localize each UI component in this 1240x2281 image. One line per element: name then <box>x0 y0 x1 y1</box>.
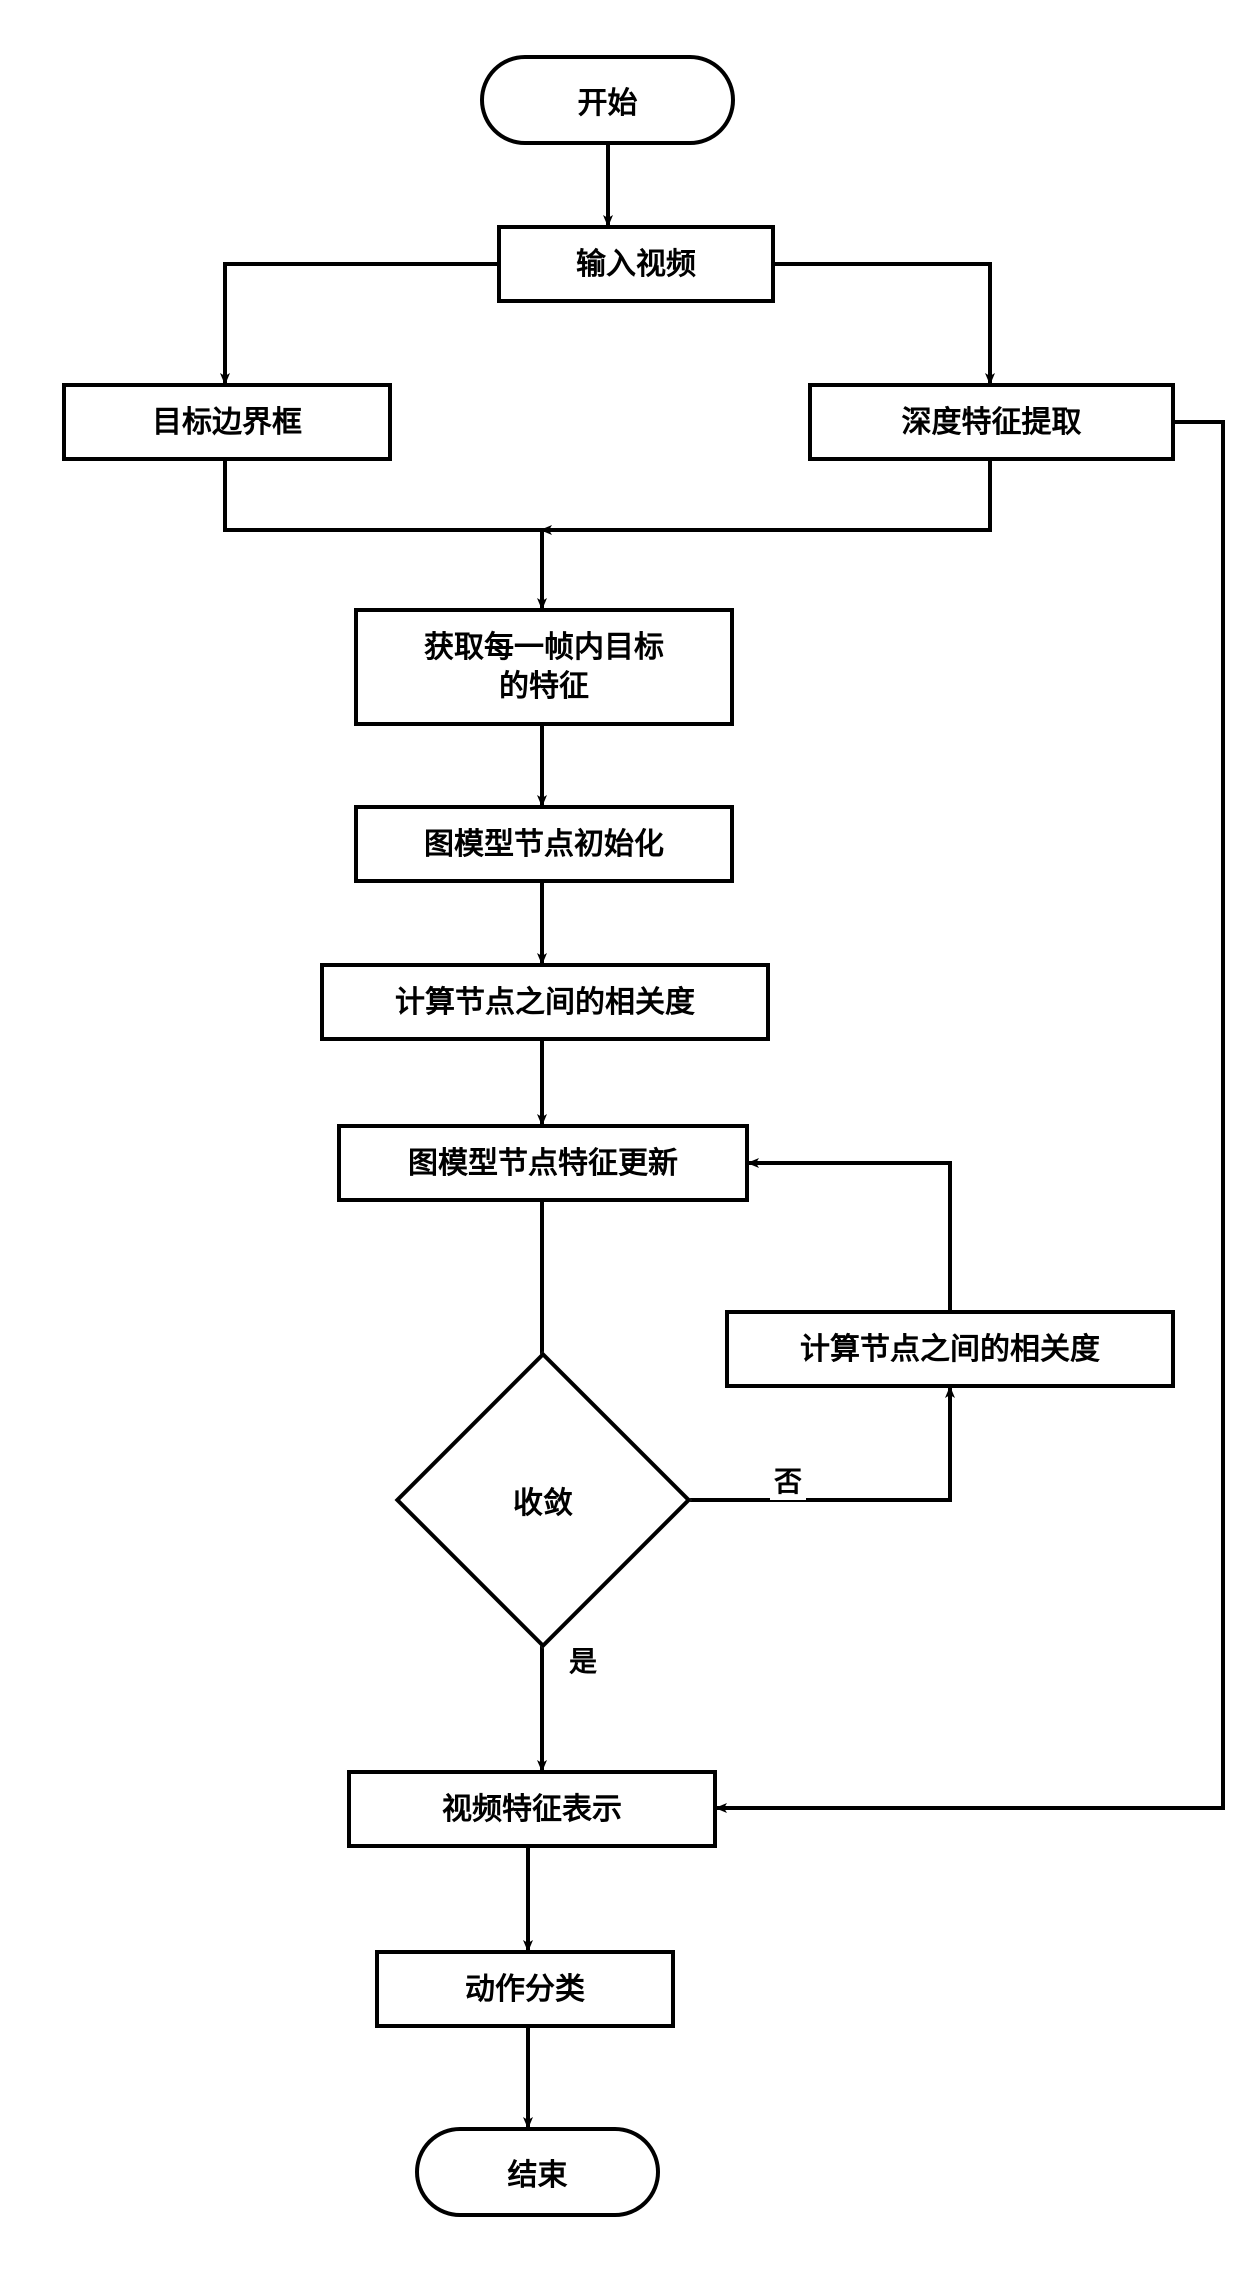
deep-feat-label: 深度特征提取 <box>902 403 1082 442</box>
input-video-box: 输入视频 <box>497 225 775 303</box>
calc-corr-2-label: 计算节点之间的相关度 <box>800 1330 1100 1369</box>
end-label: 结束 <box>508 2150 568 2194</box>
edge-label: 是 <box>565 1640 601 1680</box>
deep-feat-box: 深度特征提取 <box>808 383 1175 461</box>
classify-box: 动作分类 <box>375 1950 675 2028</box>
bbox-label: 目标边界框 <box>152 403 302 442</box>
edge-label: 否 <box>770 1460 806 1500</box>
per-frame-feat-box: 获取每一帧内目标 的特征 <box>354 608 734 726</box>
per-frame-feat-label: 获取每一帧内目标 的特征 <box>424 628 664 706</box>
classify-label: 动作分类 <box>465 1970 585 2009</box>
start-terminator: 开始 <box>480 55 735 145</box>
end-terminator: 结束 <box>415 2127 660 2217</box>
calc-corr-1-box: 计算节点之间的相关度 <box>320 963 770 1041</box>
video-feat-box: 视频特征表示 <box>347 1770 717 1848</box>
bbox-box: 目标边界框 <box>62 383 392 461</box>
video-feat-label: 视频特征表示 <box>442 1790 622 1829</box>
calc-corr-2-box: 计算节点之间的相关度 <box>725 1310 1175 1388</box>
update-nodes-box: 图模型节点特征更新 <box>337 1124 749 1202</box>
init-nodes-label: 图模型节点初始化 <box>424 825 664 864</box>
start-label: 开始 <box>578 78 638 122</box>
converge-label: 收敛 <box>513 1478 573 1522</box>
init-nodes-box: 图模型节点初始化 <box>354 805 734 883</box>
input-video-label: 输入视频 <box>576 245 696 284</box>
calc-corr-1-label: 计算节点之间的相关度 <box>395 983 695 1022</box>
converge-diamond: 收敛 <box>438 1395 648 1605</box>
update-nodes-label: 图模型节点特征更新 <box>408 1144 678 1183</box>
